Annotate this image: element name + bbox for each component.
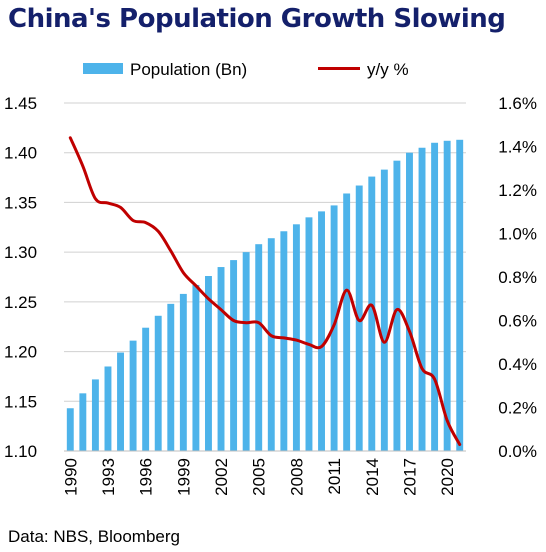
- x-tick-label: 2005: [250, 458, 269, 496]
- bar-population: [343, 193, 351, 452]
- x-axis: 1990 1993 1996 1999 2002 2005 2008 2011 2014 2017…: [61, 458, 457, 496]
- bar-population: [443, 140, 451, 452]
- bar-population: [79, 393, 87, 451]
- x-tick-label: 1996: [137, 458, 156, 496]
- y-right-tick-label: 0.0%: [498, 442, 537, 461]
- y-left-tick-label: 1.25: [4, 293, 37, 312]
- x-tick-label: 2002: [212, 458, 231, 496]
- bar-population: [242, 252, 250, 451]
- bar-population: [406, 152, 413, 451]
- y-right-tick-label: 0.6%: [498, 312, 537, 331]
- legend-swatch-population: [83, 63, 123, 74]
- y-left-tick-label: 1.30: [4, 243, 37, 262]
- legend-label-population: Population (Bn): [130, 60, 247, 79]
- y-right-tick-label: 1.2%: [498, 181, 537, 200]
- bar-population: [456, 139, 464, 451]
- y-left-tick-label: 1.40: [4, 144, 37, 163]
- y-right-tick-label: 0.4%: [498, 355, 537, 374]
- bar-population: [292, 224, 300, 451]
- bar-population: [255, 244, 263, 451]
- bar-population: [393, 160, 401, 451]
- y-left-tick-label: 1.15: [4, 392, 37, 411]
- y-left-tick-label: 1.10: [4, 442, 37, 461]
- bar-population: [192, 284, 200, 451]
- bar-population: [230, 260, 238, 451]
- source-note: Data: NBS, Bloomberg: [8, 527, 180, 546]
- bar-population: [318, 211, 325, 451]
- y-right-tick-label: 0.2%: [498, 399, 537, 418]
- x-tick-label: 2011: [325, 458, 344, 495]
- bar-population: [368, 176, 376, 451]
- bar-population: [129, 340, 137, 451]
- bar-population: [431, 142, 439, 451]
- x-tick-label: 2008: [287, 458, 306, 496]
- yoy-line: [68, 136, 462, 446]
- y-left-tick-label: 1.45: [4, 94, 37, 113]
- y-axis-left: 1.10 1.15 1.20 1.25 1.30 1.35 1.40 1.45: [4, 94, 37, 461]
- bar-population: [91, 379, 99, 451]
- bar-population: [280, 231, 288, 451]
- bar-population: [179, 293, 187, 451]
- bar-population: [380, 169, 388, 452]
- legend: Population (Bn) y/y %: [83, 60, 409, 79]
- y-right-tick-label: 0.8%: [498, 268, 537, 287]
- bar-population: [418, 147, 426, 451]
- bar-population: [104, 366, 112, 451]
- bar-population: [217, 267, 225, 451]
- chart-title: China's Population Growth Slowing: [8, 4, 506, 34]
- legend-label-yoy: y/y %: [367, 60, 409, 79]
- y-right-tick-label: 1.6%: [498, 94, 537, 113]
- x-tick-label: 2020: [438, 458, 457, 496]
- bar-population: [167, 303, 175, 451]
- bar-population: [117, 352, 124, 451]
- bar-population: [154, 315, 162, 451]
- population-bars: [66, 139, 464, 452]
- x-tick-label: 1993: [99, 458, 118, 496]
- y-right-tick-label: 1.4%: [498, 138, 537, 157]
- gridlines: [64, 102, 466, 402]
- y-left-tick-label: 1.20: [4, 343, 37, 362]
- x-tick-label: 2014: [363, 458, 382, 496]
- y-right-tick-label: 1.0%: [498, 225, 537, 244]
- x-tick-label: 1999: [174, 458, 193, 496]
- y-axis-right: 0.0% 0.2% 0.4% 0.6% 0.8% 1.0% 1.2% 1.4% 1.6%: [498, 94, 537, 461]
- x-tick-label: 2017: [400, 458, 419, 496]
- bar-population: [267, 238, 275, 451]
- y-left-tick-label: 1.35: [4, 193, 37, 212]
- bar-population: [305, 217, 313, 451]
- bar-population: [205, 276, 212, 451]
- x-tick-label: 1990: [61, 458, 80, 496]
- bar-population: [66, 408, 74, 451]
- bar-population: [142, 327, 150, 451]
